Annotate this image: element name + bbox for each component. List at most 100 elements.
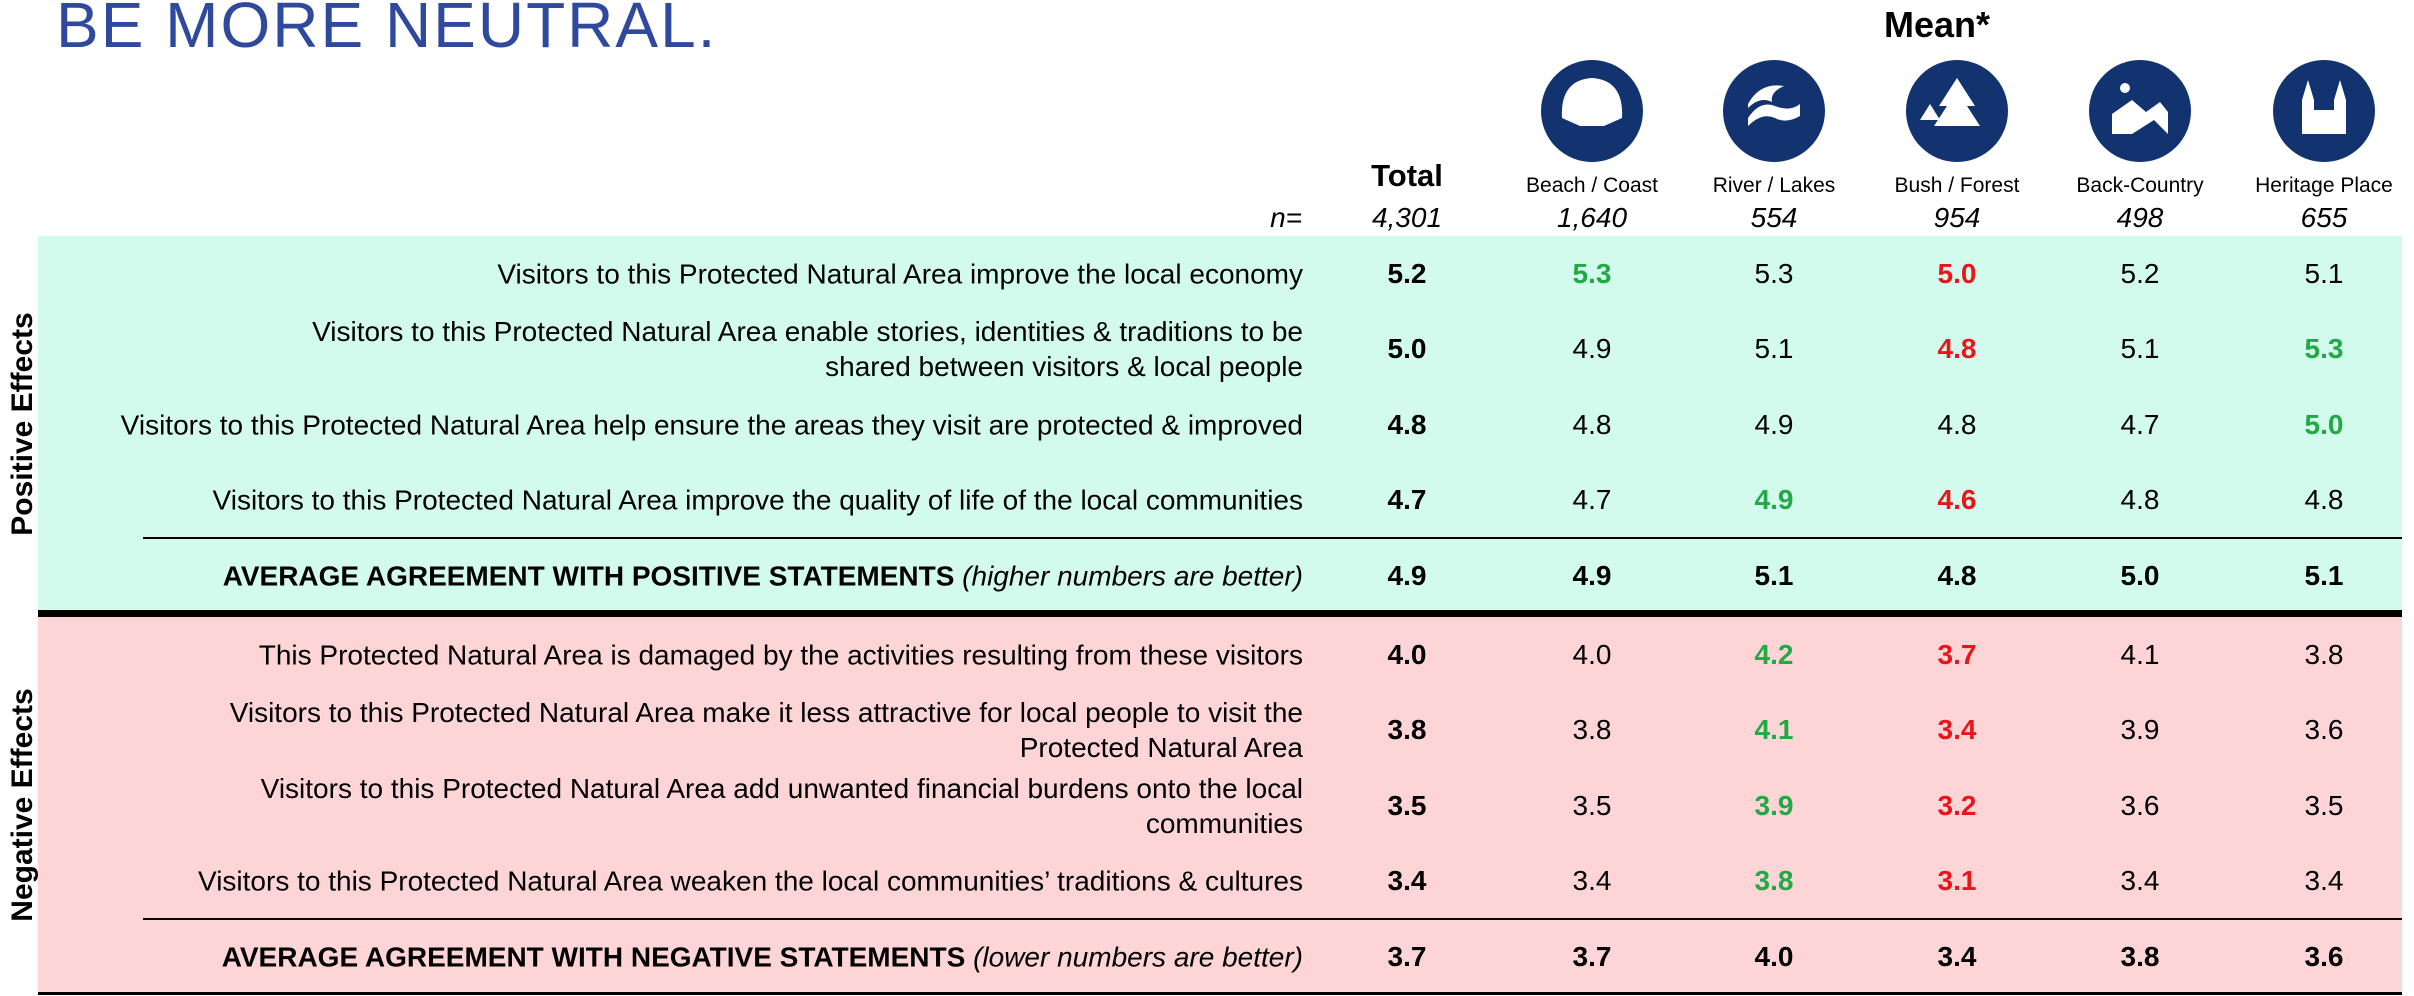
value-cell: 3.8 [1572, 714, 1612, 746]
value-cell: 3.8 [1387, 714, 1427, 746]
value-cell: 3.8 [1754, 865, 1794, 897]
value-cell: 4.8 [1572, 408, 1612, 440]
average-cell: 4.0 [1754, 940, 1794, 972]
value-cell: 4.7 [1572, 484, 1612, 516]
value-cell: 3.4 [1387, 865, 1427, 897]
average-title: AVERAGE AGREEMENT WITH NEGATIVE STATEMEN… [221, 941, 966, 973]
average-note: (lower numbers are better) [973, 941, 1303, 973]
value-cell: 3.8 [2304, 638, 2344, 670]
column-name: Back-Country [2076, 174, 2204, 197]
row-label: Visitors to this Protected Natural Area … [230, 695, 1303, 765]
value-cell: 3.5 [2304, 789, 2344, 821]
value-cell: 4.0 [1387, 638, 1427, 670]
value-cell: 4.8 [2304, 484, 2344, 516]
row-label: Visitors to this Protected Natural Area … [198, 864, 1303, 899]
average-cell: 4.9 [1387, 559, 1427, 591]
value-cell: 5.2 [2120, 257, 2160, 289]
average-cell: 5.1 [1754, 559, 1794, 591]
average-label: AVERAGE AGREEMENT WITH NEGATIVE STATEMEN… [222, 939, 1303, 974]
value-cell: 4.8 [2120, 484, 2160, 516]
column-name: Total [1371, 158, 1443, 193]
value-cell: 3.9 [1754, 789, 1794, 821]
row-label: Visitors to this Protected Natural Area … [213, 483, 1303, 518]
row-label: Visitors to this Protected Natural Area … [312, 314, 1303, 384]
value-cell: 3.6 [2304, 714, 2344, 746]
row-label: Visitors to this Protected Natural Area … [497, 256, 1303, 291]
value-cell: 5.2 [1387, 257, 1427, 289]
row-label-line: Visitors to this Protected Natural Area … [497, 258, 1303, 290]
value-cell: 4.9 [1754, 408, 1794, 440]
row-label-line: Protected Natural Area [1019, 732, 1303, 764]
value-cell: 3.6 [2120, 789, 2160, 821]
mean-header: Mean* [1883, 4, 1991, 45]
average-cell: 5.0 [2120, 559, 2160, 591]
value-cell: 3.2 [1937, 789, 1977, 821]
value-cell: 4.1 [1754, 714, 1794, 746]
column-n: 954 [1933, 202, 1981, 233]
value-cell: 3.5 [1572, 789, 1612, 821]
average-cell: 4.8 [1937, 559, 1977, 591]
average-note: (higher numbers are better) [962, 560, 1303, 592]
value-cell: 3.1 [1937, 865, 1977, 897]
value-cell: 5.3 [2304, 333, 2344, 365]
average-cell: 3.6 [2304, 940, 2344, 972]
column-n: 4,301 [1371, 202, 1443, 233]
value-cell: 4.9 [1572, 333, 1612, 365]
row-label-line: Visitors to this Protected Natural Area … [229, 697, 1303, 729]
section-label: Negative Effects [6, 688, 39, 922]
value-cell: 3.4 [1572, 865, 1612, 897]
row-label-line: Visitors to this Protected Natural Area … [120, 409, 1303, 441]
value-cell: 3.5 [1387, 789, 1427, 821]
row-label-line: Visitors to this Protected Natural Area … [198, 865, 1303, 897]
average-cell: 3.4 [1937, 940, 1977, 972]
column-name: Heritage Place [2255, 174, 2393, 197]
value-cell: 4.0 [1572, 638, 1612, 670]
value-cell: 3.4 [2120, 865, 2160, 897]
value-cell: 3.4 [1937, 714, 1977, 746]
section-divider [38, 610, 2402, 617]
value-cell: 4.8 [1387, 408, 1427, 440]
row-label-line: Visitors to this Protected Natural Area … [260, 772, 1303, 804]
column-n: 554 [1750, 202, 1798, 233]
value-cell: 4.7 [1387, 484, 1427, 516]
average-label: AVERAGE AGREEMENT WITH POSITIVE STATEMEN… [223, 558, 1303, 593]
separator-rule [143, 918, 2402, 920]
section-label: Positive Effects [6, 311, 39, 536]
section-band [38, 617, 2402, 993]
row-label: Visitors to this Protected Natural Area … [121, 407, 1303, 442]
row-label: This Protected Natural Area is damaged b… [259, 637, 1303, 672]
value-cell: 5.1 [2304, 257, 2344, 289]
icons [1541, 60, 2375, 162]
value-cell: 5.0 [1937, 257, 1977, 289]
column-name: Beach / Coast [1526, 174, 1658, 197]
value-cell: 5.3 [1754, 257, 1794, 289]
value-cell: 5.1 [1754, 333, 1794, 365]
bottom-rule [38, 992, 2402, 995]
value-cell: 4.6 [1937, 484, 1977, 516]
value-cell: 3.9 [2120, 714, 2160, 746]
value-cell: 4.1 [2120, 638, 2160, 670]
row-label-line: Visitors to this Protected Natural Area … [312, 316, 1303, 348]
average-title: AVERAGE AGREEMENT WITH POSITIVE STATEMEN… [222, 560, 955, 592]
value-cell: 5.1 [2120, 333, 2160, 365]
row-label-line: communities [1145, 807, 1303, 839]
value-cell: 5.3 [1572, 257, 1612, 289]
section-band [38, 236, 2402, 611]
column-name: River / Lakes [1712, 174, 1836, 197]
row-label: Visitors to this Protected Natural Area … [261, 771, 1303, 841]
average-cell: 3.7 [1572, 940, 1612, 972]
row-label-line: This Protected Natural Area is damaged b… [258, 639, 1303, 671]
average-cell: 4.9 [1572, 559, 1612, 591]
value-cell: 4.9 [1754, 484, 1794, 516]
column-n: 655 [2300, 202, 2348, 233]
page-title: BE MORE NEUTRAL. [56, 0, 718, 61]
average-cell: 3.8 [2120, 940, 2160, 972]
average-cell: 3.7 [1387, 940, 1427, 972]
value-cell: 4.7 [2120, 408, 2160, 440]
row-label-line: Visitors to this Protected Natural Area … [212, 484, 1303, 516]
value-cell: 5.0 [1387, 333, 1427, 365]
separator-rule [143, 537, 2402, 539]
column-n: 1,640 [1556, 202, 1628, 233]
average-cell: 5.1 [2304, 559, 2344, 591]
